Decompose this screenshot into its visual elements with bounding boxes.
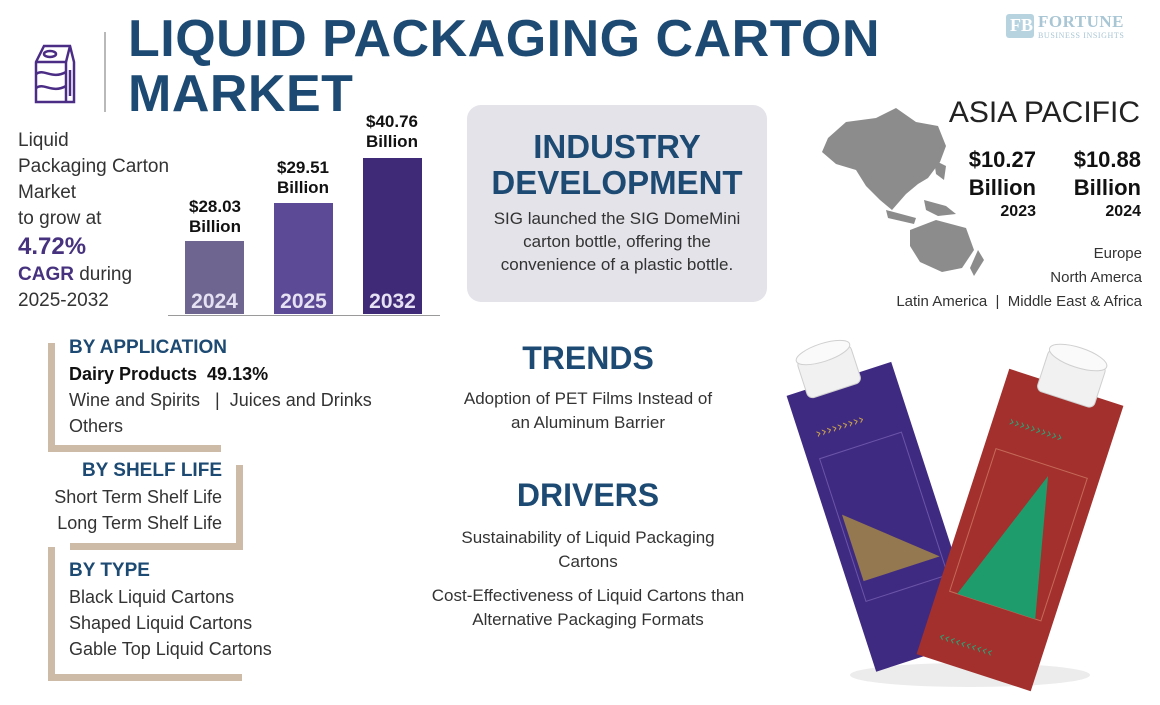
driver-item: Sustainability of Liquid Packaging Carto…: [461, 528, 715, 571]
page-title: LIQUID PACKAGING CARTON MARKET: [128, 12, 880, 122]
segment-item: Gable Top Liquid Cartons: [69, 639, 272, 659]
segment-title: BY TYPE: [69, 560, 150, 581]
bar-year-label: 2032: [369, 290, 416, 313]
dev-title-2: DEVELOPMENT: [491, 164, 743, 201]
segment-application: BY APPLICATION Dairy Products 49.13% Win…: [69, 337, 372, 439]
segment-highlight: Dairy Products 49.13%: [69, 364, 269, 384]
intro-line: Packaging Carton: [18, 156, 170, 177]
segment-item: Others: [69, 416, 124, 436]
cagr-suffix: during: [73, 264, 133, 285]
trends-title: TRENDS: [522, 340, 654, 376]
segment-title: BY APPLICATION: [69, 337, 227, 358]
intro-line: Liquid: [18, 130, 69, 151]
segment-item: Black Liquid Cartons: [69, 587, 235, 607]
driver-item: Cost-Effectiveness of Liquid Cartons tha…: [431, 586, 745, 629]
segment-item: Shaped Liquid Cartons: [69, 613, 253, 633]
brand-name: FORTUNE: [1038, 12, 1125, 31]
chart-baseline: [168, 315, 440, 316]
region-value-2024: $10.88 Billion 2024: [1073, 147, 1141, 220]
cagr-value: 4.72%: [18, 233, 87, 260]
bar-value-label: $29.51 Billion: [277, 158, 329, 197]
region-title: ASIA PACIFIC: [948, 96, 1140, 129]
market-intro: Liquid Packaging Carton Market to grow a…: [18, 128, 169, 314]
bracket-line: [70, 543, 243, 550]
trend-item: Adoption of PET Films Instead of an Alum…: [463, 389, 713, 432]
region-value-2023: $10.27 Billion 2023: [968, 147, 1036, 220]
segment-item: Wine and Spirits | Juices and Drinks: [69, 390, 372, 410]
asia-pacific-map-icon: [806, 100, 996, 280]
segment-type: BY TYPE Black Liquid Cartons Shaped Liqu…: [69, 560, 272, 662]
bracket-line: [236, 465, 243, 549]
trends-section: TRENDS Adoption of PET Films Instead of …: [428, 340, 748, 435]
dev-title-1: INDUSTRY: [533, 128, 701, 165]
intro-line: Market: [18, 182, 77, 203]
dev-text: SIG launched the SIG DomeMini carton bot…: [493, 209, 741, 274]
region-item: North Amerca: [1050, 269, 1142, 286]
logo-mark-icon: FB: [1006, 14, 1034, 38]
brand-logo: FB FORTUNE BUSINESS INSIGHTS: [1006, 12, 1146, 42]
brand-subtitle: BUSINESS INSIGHTS: [1038, 31, 1125, 40]
bar-year-label: 2024: [191, 290, 238, 313]
bar-2032: 2032: [363, 158, 422, 314]
title-line-2: MARKET: [128, 65, 354, 123]
bar-value-label: $28.03 Billion: [189, 197, 241, 236]
milk-carton-icon: [32, 40, 78, 106]
forecast-period: 2025-2032: [18, 290, 109, 311]
segment-title: BY SHELF LIFE: [81, 460, 222, 481]
bracket-line: [48, 343, 55, 451]
market-size-chart: $28.03 Billion 2024 $29.51 Billion 2025 $4…: [168, 100, 440, 316]
industry-development-card: INDUSTRY DEVELOPMENT SIG launched the SIG…: [467, 105, 767, 302]
header-divider: [104, 32, 106, 112]
segment-shelf-life: BY SHELF LIFE Short Term Shelf Life Long…: [30, 460, 222, 536]
region-item: Europe: [1093, 245, 1142, 262]
bracket-line: [48, 445, 221, 452]
cagr-label: CAGR: [18, 264, 74, 285]
drivers-title: DRIVERS: [516, 477, 660, 513]
region-item: Latin America | Middle East & Africa: [896, 293, 1142, 310]
intro-line: to grow at: [18, 208, 102, 229]
segment-item: Short Term Shelf Life: [54, 487, 222, 507]
drivers-section: DRIVERS Sustainability of Liquid Packagi…: [398, 477, 778, 632]
carton-bottles-illustration: ››››››››› ›››››››››› ‹‹‹‹‹‹‹‹‹‹: [780, 330, 1160, 700]
bar-2025: 2025: [274, 203, 333, 314]
bar-value-label: $40.76 Billion: [366, 112, 418, 151]
bracket-line: [48, 674, 242, 681]
bar-2024: 2024: [185, 241, 244, 314]
segment-item: Long Term Shelf Life: [57, 513, 222, 533]
title-line-1: LIQUID PACKAGING CARTON: [128, 10, 881, 68]
other-regions: Europe North Amerca Latin America | Midd…: [896, 242, 1142, 314]
bar-year-label: 2025: [280, 290, 327, 313]
bracket-line: [48, 547, 55, 681]
